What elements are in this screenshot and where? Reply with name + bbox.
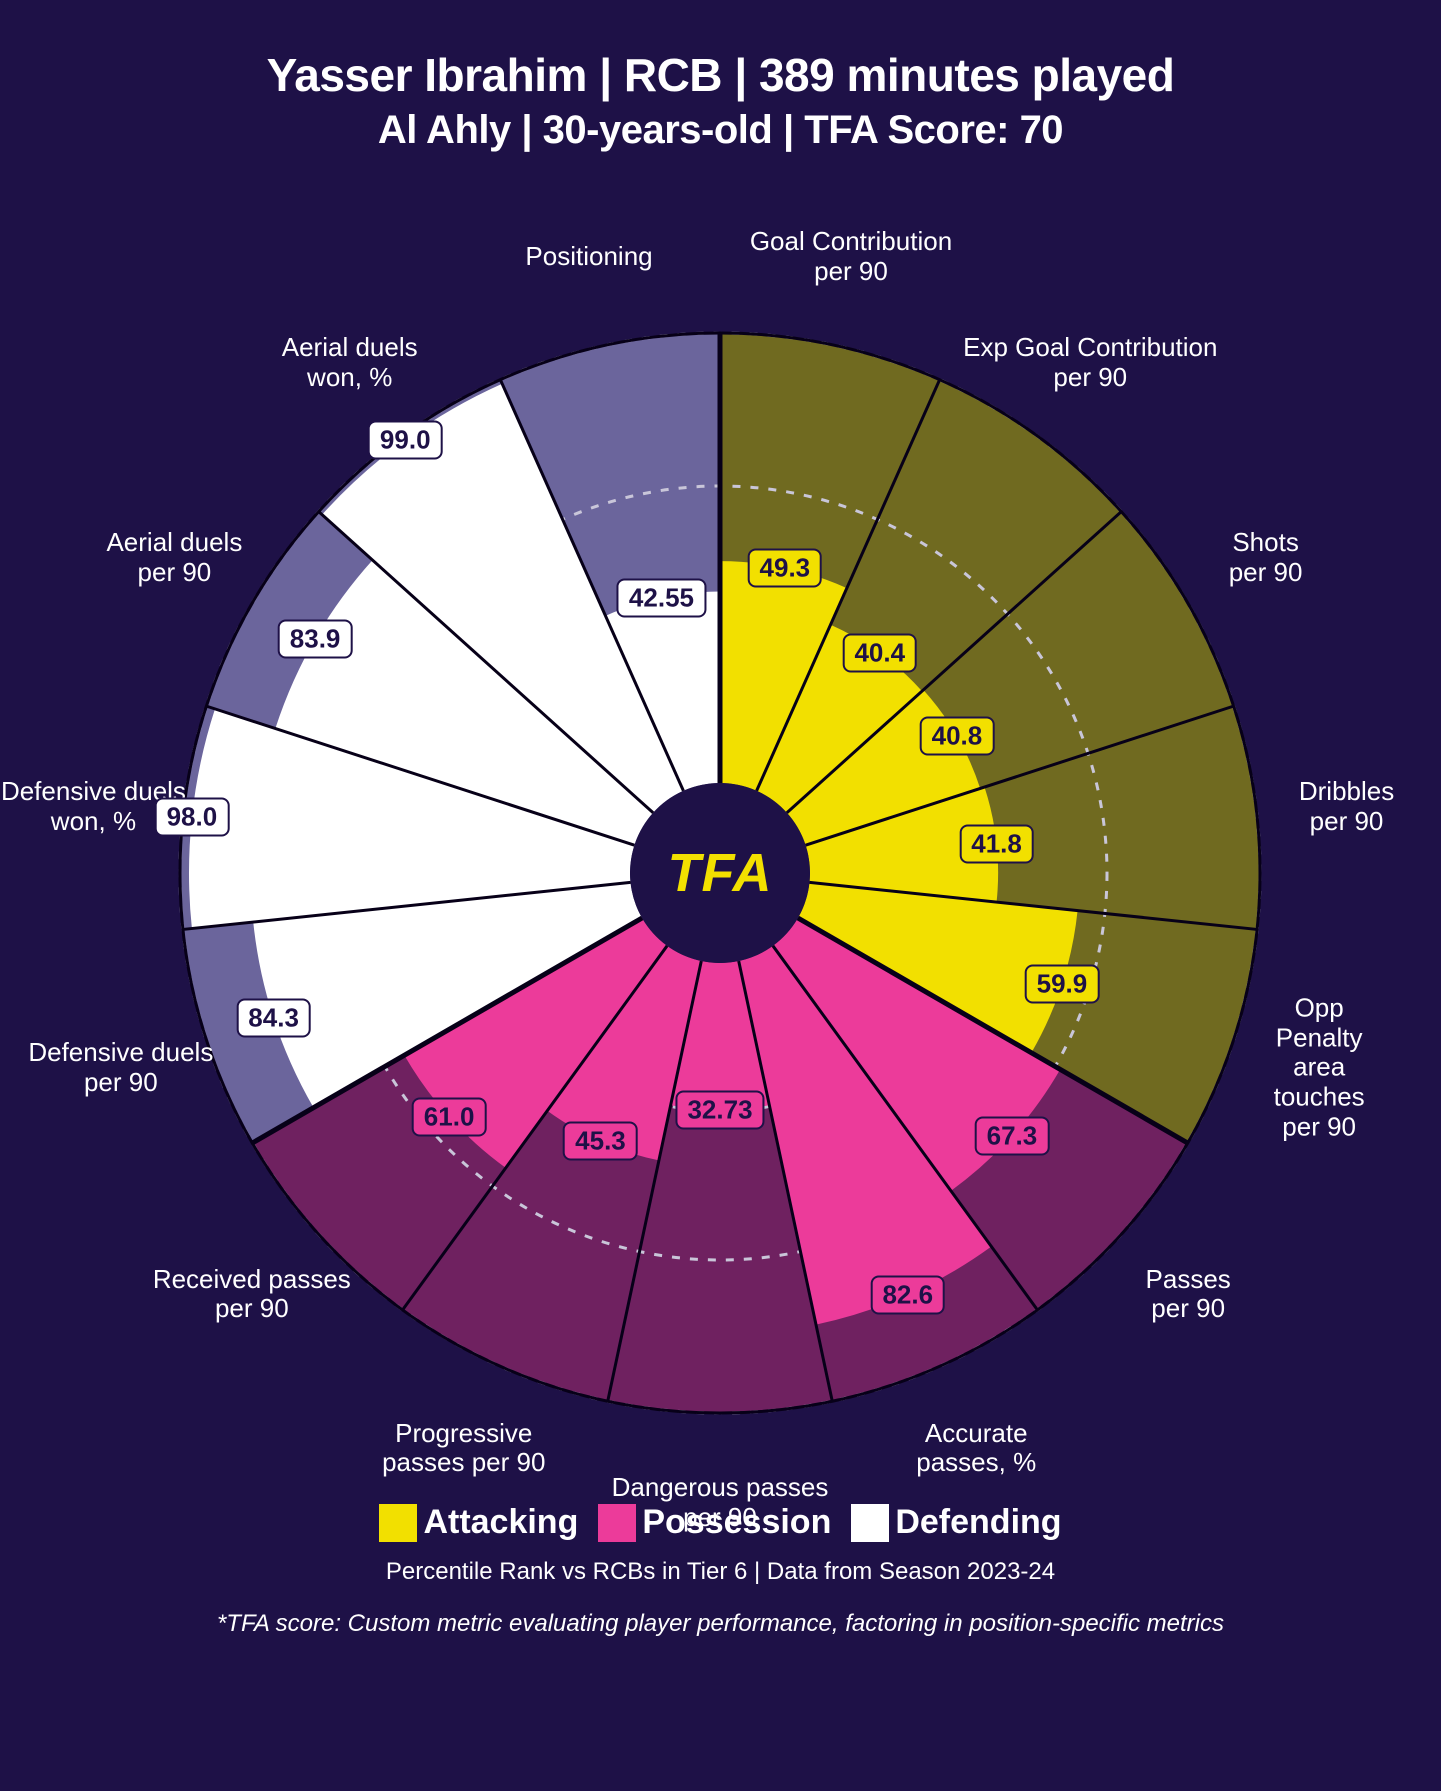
radial-chart: Goal Contribution per 90 49.3 Exp Goal Con…	[0, 153, 1441, 1513]
metric-label: Opp Penalty area touches per 90	[1258, 993, 1380, 1142]
value-pill: 49.3	[748, 548, 823, 587]
metric-label: Goal Contribution per 90	[750, 227, 952, 287]
minutes-played: 389 minutes played	[759, 49, 1174, 101]
sep3: |	[521, 108, 542, 152]
metric-label: Passes per 90	[1146, 1265, 1231, 1325]
footnote-line1: Percentile Rank vs RCBs in Tier 6 | Data…	[0, 1558, 1441, 1586]
footnote-line2: *TFA score: Custom metric evaluating pla…	[0, 1610, 1441, 1638]
player-position: RCB	[624, 49, 722, 101]
metric-label: Positioning	[525, 242, 652, 272]
score-label: TFA Score: 70	[804, 108, 1063, 152]
sep4: |	[783, 108, 804, 152]
value-pill: 84.3	[236, 999, 311, 1038]
metric-label: Dangerous passes per 90	[612, 1473, 829, 1533]
player-age: 30-years-old	[543, 108, 773, 152]
value-pill: 45.3	[563, 1122, 638, 1161]
metric-label: Progressive passes per 90	[382, 1419, 545, 1479]
player-name: Yasser Ibrahim	[267, 49, 587, 101]
sep2: |	[734, 49, 759, 101]
metric-label: Received passes per 90	[153, 1265, 351, 1325]
team-name: Al Ahly	[378, 108, 511, 152]
center-logo-text: TFA	[668, 842, 773, 904]
center-logo: TFA	[630, 783, 810, 963]
metric-label: Shots per 90	[1229, 528, 1303, 588]
sep1: |	[599, 49, 624, 101]
value-pill: 83.9	[278, 620, 353, 659]
value-pill: 40.8	[920, 717, 995, 756]
metric-label: Exp Goal Contribution per 90	[963, 333, 1217, 393]
page-title-line2: Al Ahly | 30-years-old | TFA Score: 70	[0, 108, 1441, 153]
metric-label: Dribbles per 90	[1299, 777, 1394, 837]
value-pill: 98.0	[155, 798, 230, 837]
value-pill: 41.8	[959, 824, 1034, 863]
value-pill: 42.55	[617, 578, 706, 617]
metric-label: Defensive duels per 90	[28, 1038, 213, 1098]
metric-label: Accurate passes, %	[916, 1419, 1036, 1479]
page-title-line1: Yasser Ibrahim | RCB | 389 minutes playe…	[0, 48, 1441, 102]
value-pill: 99.0	[368, 420, 443, 459]
metric-label: Aerial duels per 90	[106, 528, 242, 588]
value-pill: 67.3	[975, 1116, 1050, 1155]
value-pill: 59.9	[1025, 965, 1100, 1004]
value-pill: 32.73	[675, 1091, 764, 1130]
value-pill: 82.6	[870, 1275, 945, 1314]
value-pill: 61.0	[412, 1097, 487, 1136]
value-pill: 40.4	[842, 634, 917, 673]
metric-label: Aerial duels won, %	[282, 333, 418, 393]
